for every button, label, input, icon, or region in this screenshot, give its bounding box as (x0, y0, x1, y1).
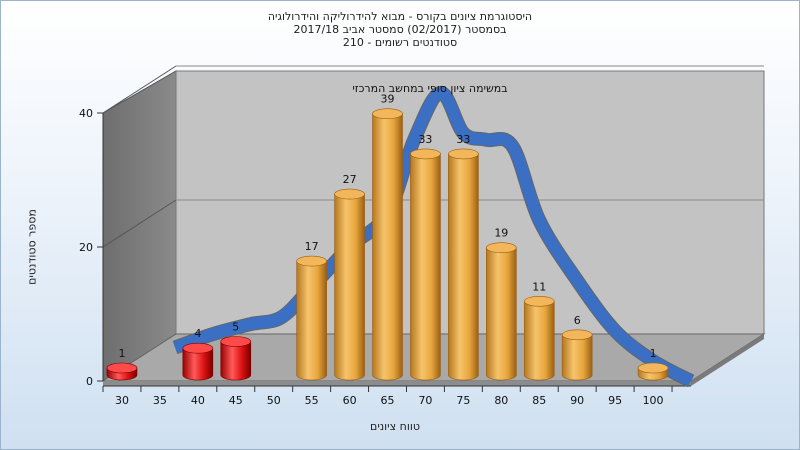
bar-65 (372, 108, 403, 381)
y-tick-label: 20 (79, 241, 93, 254)
bar-90 (561, 329, 593, 381)
bar-top (448, 148, 479, 160)
bar-value-label: 33 (418, 133, 432, 146)
gridline-wall (102, 65, 177, 114)
x-tick-label: 80 (494, 394, 508, 407)
bar-value-label: 5 (232, 321, 239, 334)
bar-55 (296, 255, 327, 381)
bar-45 (220, 336, 252, 381)
x-tick-label: 65 (381, 394, 395, 407)
bar-body (220, 341, 252, 381)
x-tick-label: 35 (153, 394, 167, 407)
bar-body (372, 113, 403, 381)
left-wall (102, 70, 177, 382)
bar-body (448, 153, 479, 381)
title-line-3: 210 - סטודנטים רשומים (342, 36, 458, 49)
bar-value-label: 27 (343, 173, 357, 186)
x-tick-label: 40 (191, 394, 205, 407)
title-line-1: היסטוגרמת ציונים בקורס - מבוא להידרוליקה… (267, 10, 533, 23)
bar-100 (637, 362, 669, 381)
bar-top (410, 148, 441, 160)
y-ticks: 0 20 40 (79, 107, 103, 388)
bar-top (372, 108, 403, 119)
data-labels: 1 4 5 17 27 39 33 33 19 11 6 1 (118, 93, 656, 360)
bar-value-label: 17 (305, 240, 319, 253)
bar-60 (334, 188, 365, 381)
x-tick-label: 60 (343, 394, 357, 407)
x-tick-label: 45 (229, 394, 243, 407)
chart-title: היסטוגרמת ציונים בקורס - מבוא להידרוליקה… (0, 10, 800, 49)
floor-right-edge (691, 334, 764, 386)
bar-value-label: 39 (381, 93, 395, 106)
bar-80 (486, 242, 517, 381)
bar-value-label: 11 (532, 280, 546, 293)
x-tick-label: 75 (456, 394, 470, 407)
bars (106, 108, 669, 381)
curve-annotation: במשימה ציון סופי במחשב המרכזי (352, 82, 507, 95)
bar-body (334, 193, 365, 381)
bar-value-label: 33 (456, 133, 470, 146)
x-tick-label: 90 (570, 394, 584, 407)
bar-85 (523, 295, 555, 381)
x-ticks: 30 35 40 45 50 55 60 65 70 75 80 85 90 95 100 (102, 386, 673, 407)
bar-top (561, 329, 593, 341)
x-tick-label: 70 (418, 394, 432, 407)
bar-top (637, 362, 669, 374)
curve-ribbon (173, 86, 694, 387)
bar-body (296, 260, 327, 381)
bar-body (410, 153, 441, 381)
bar-top (220, 336, 252, 347)
bar-top (523, 295, 555, 307)
bar-top (296, 255, 327, 267)
bar-body (561, 334, 593, 381)
y-axis-label: מספר סטודנטים (25, 209, 39, 285)
bar-40 (182, 342, 214, 381)
x-tick-label: 85 (532, 394, 546, 407)
y-tick-label: 0 (86, 375, 93, 388)
x-tick-label: 95 (608, 394, 622, 407)
bar-body (523, 301, 555, 381)
bar-top (182, 342, 214, 354)
bar-top (334, 188, 365, 200)
bar-value-label: 4 (194, 327, 201, 340)
gridline-wall (102, 199, 177, 248)
y-tick-label: 40 (79, 107, 93, 120)
bar-value-label: 1 (650, 347, 657, 360)
bar-value-label: 1 (118, 347, 125, 360)
x-tick-label: 30 (115, 394, 129, 407)
x-tick-label: 55 (305, 394, 319, 407)
bar-75 (448, 148, 479, 381)
bar-body (182, 347, 214, 381)
bar-value-label: 6 (574, 314, 581, 327)
bar-30 (106, 362, 138, 381)
x-axis-label: טווח ציונים (370, 420, 420, 433)
x-tick-label: 100 (643, 394, 664, 407)
floor-front-edge (103, 381, 691, 386)
bar-70 (410, 148, 441, 381)
bar-body (486, 247, 517, 381)
bar-top (106, 362, 138, 374)
title-line-2: בסמסטר (02/2017) סמסטר אביב 2017/18 (293, 23, 507, 36)
bar-value-label: 19 (494, 227, 508, 240)
bar-top (486, 242, 517, 253)
distribution-curve (172, 85, 695, 388)
x-tick-label: 50 (267, 394, 281, 407)
